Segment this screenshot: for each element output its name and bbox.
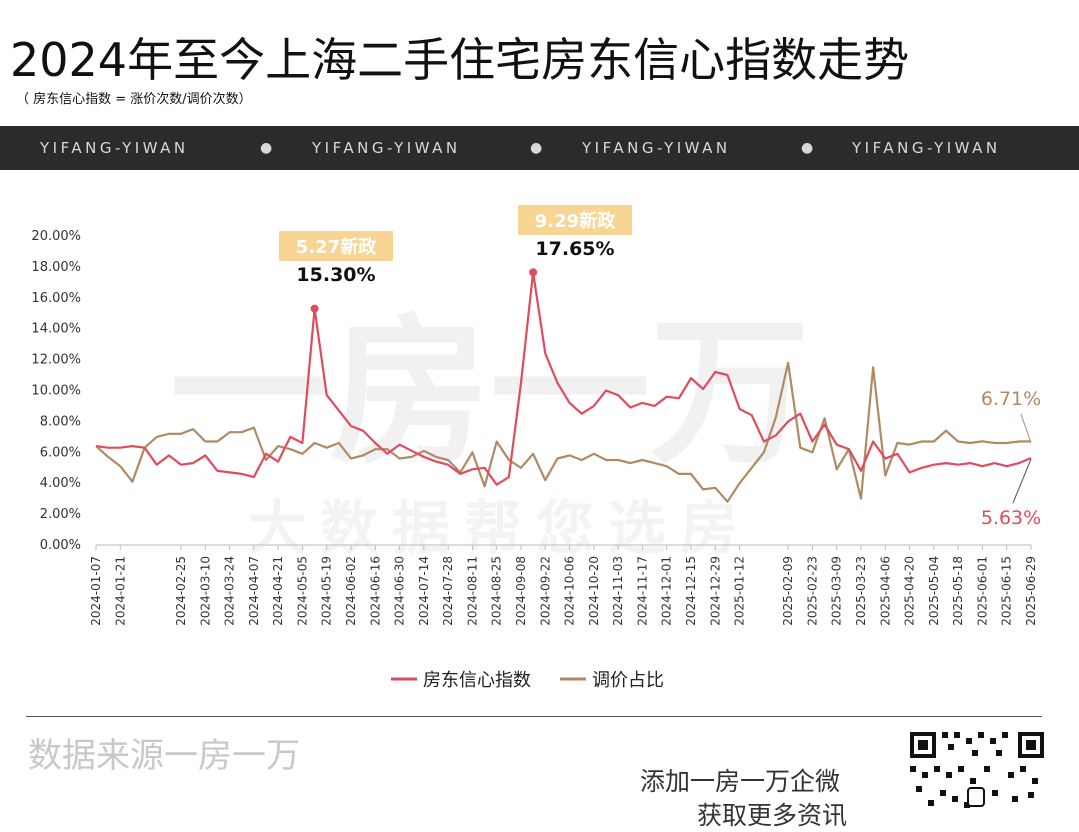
x-tick-label: 2024-11-03 — [611, 556, 625, 626]
banner-text: YIFANG-YIWAN — [582, 139, 731, 157]
x-tick-label: 2024-09-22 — [538, 556, 552, 626]
y-tick-label: 20.00% — [31, 229, 81, 244]
x-tick-label: 2024-08-11 — [465, 556, 479, 626]
x-tick-label: 2024-07-28 — [441, 556, 455, 626]
series-line-adjust-share — [95, 361, 1032, 503]
y-tick-label: 10.00% — [31, 384, 81, 399]
data-source: 数据来源一房一万 — [28, 736, 300, 776]
x-tick-label: 2024-06-30 — [393, 556, 407, 626]
annotation-end-red: 5.63% — [981, 507, 1041, 529]
y-tick-label: 16.00% — [31, 291, 81, 306]
x-tick-label: 2024-11-17 — [635, 556, 649, 626]
x-tick-label: 2025-04-20 — [903, 556, 917, 626]
x-tick-label: 2024-06-02 — [344, 556, 358, 626]
banner-separator: ● — [801, 140, 814, 156]
y-tick-label: 18.00% — [31, 260, 81, 275]
annotation-peak-0602: 15.30% — [296, 264, 375, 286]
x-tick-label: 2025-06-29 — [1024, 556, 1038, 626]
banner-text: YIFANG-YIWAN — [312, 139, 461, 157]
brand-banner: YIFANG-YIWAN ● YIFANG-YIWAN ● YIFANG-YIW… — [0, 126, 1079, 170]
legend: 房东信心指数 调价占比 — [391, 670, 664, 691]
x-tick-label: 2024-04-07 — [247, 556, 261, 626]
annotation-peak-1006: 17.65% — [535, 238, 614, 260]
watermark-main: 一房一万 — [170, 299, 810, 486]
x-axis: 2024-01-07 2024-01-21 2024-02-25 2024-03-10… — [89, 544, 1038, 626]
banner-separator: ● — [260, 140, 273, 156]
qr-code-graphic — [908, 730, 1046, 810]
page-title: 2024年至今上海二手住宅房东信心指数走势 — [10, 33, 910, 87]
x-tick-label: 2025-03-09 — [830, 556, 844, 626]
x-tick-label: 2024-09-08 — [514, 556, 528, 626]
watermark-sub: 大数据帮您选房 — [248, 494, 752, 562]
x-tick-label: 2025-02-23 — [805, 556, 819, 626]
x-tick-label: 2024-10-06 — [563, 556, 577, 626]
x-tick-label: 2024-05-19 — [320, 556, 334, 626]
wechat-prompt-line2: 获取更多资讯 — [697, 801, 848, 830]
watermark: 一房一万 大数据帮您选房 — [170, 299, 810, 562]
banner-text: YIFANG-YIWAN — [40, 139, 189, 157]
x-tick-label: 2024-12-15 — [684, 556, 698, 626]
annotation-label-bg — [518, 205, 632, 235]
banner-separator: ● — [530, 140, 543, 156]
series-line-confidence — [95, 271, 1032, 486]
y-tick-label: 8.00% — [40, 414, 81, 429]
x-tick-label: 2025-03-23 — [854, 556, 868, 626]
x-tick-label: 2025-01-12 — [733, 556, 747, 626]
x-tick-label: 2024-02-25 — [174, 556, 188, 626]
y-tick-label: 0.00% — [40, 538, 81, 553]
x-tick-label: 2024-08-25 — [490, 556, 504, 626]
x-tick-label: 2024-01-07 — [89, 556, 103, 626]
peak-point — [529, 268, 538, 277]
annotation-leader — [1020, 413, 1032, 444]
x-tick-label: 2024-06-16 — [368, 556, 382, 626]
annotation-policy-0527: 5.27新政 — [296, 236, 377, 258]
legend-item-confidence: 房东信心指数 — [423, 670, 531, 691]
x-tick-label: 2025-05-04 — [927, 556, 941, 626]
x-tick-label: 2024-12-29 — [708, 556, 722, 626]
annotation-policy-0929: 9.29新政 — [535, 210, 616, 232]
x-tick-label: 2024-12-01 — [660, 556, 674, 626]
x-tick-label: 2025-04-06 — [878, 556, 892, 626]
banner-text: YIFANG-YIWAN — [852, 139, 1001, 157]
y-tick-label: 6.00% — [40, 445, 81, 460]
x-tick-label: 2025-05-18 — [951, 556, 965, 626]
wechat-prompt: 添加一房一万企微 — [640, 767, 841, 796]
line-chart: 一房一万 大数据帮您选房 0.00% 2.00% 4.00% 6.00% 8.00% 10… — [31, 205, 1041, 691]
y-tick-label: 4.00% — [40, 476, 81, 491]
x-tick-label: 2024-10-20 — [587, 556, 601, 626]
x-tick-label: 2025-06-01 — [975, 556, 989, 626]
legend-item-adjust-share: 调价占比 — [592, 670, 664, 691]
x-tick-label: 2024-01-21 — [113, 556, 127, 626]
plot-area — [95, 268, 1032, 503]
footer-divider — [26, 716, 1042, 717]
x-tick-label: 2024-03-10 — [198, 556, 212, 626]
peak-annotations: 5.27新政 15.30% 9.29新政 17.65% 6.71% 5.63% — [279, 205, 1041, 529]
y-axis: 0.00% 2.00% 4.00% 6.00% 8.00% 10.00% 12.00% 14.… — [31, 229, 81, 553]
annotation-end-brown: 6.71% — [981, 388, 1041, 410]
formula-subtitle: （ 房东信心指数 = 涨价次数/调价次数） — [16, 92, 252, 107]
x-tick-label: 2024-03-24 — [223, 556, 237, 626]
y-tick-label: 14.00% — [31, 322, 81, 337]
x-tick-label: 2024-04-21 — [271, 556, 285, 626]
annotation-leader — [1012, 458, 1032, 504]
x-tick-label: 2025-02-09 — [781, 556, 795, 626]
x-tick-label: 2025-06-15 — [1000, 556, 1014, 626]
x-tick-label: 2024-05-05 — [295, 556, 309, 626]
x-tick-label: 2024-07-14 — [417, 556, 431, 626]
peak-point — [310, 304, 319, 313]
annotation-label-bg — [279, 231, 393, 261]
qr-code[interactable] — [908, 730, 1046, 810]
y-tick-label: 12.00% — [31, 353, 81, 368]
y-tick-label: 2.00% — [40, 507, 81, 522]
